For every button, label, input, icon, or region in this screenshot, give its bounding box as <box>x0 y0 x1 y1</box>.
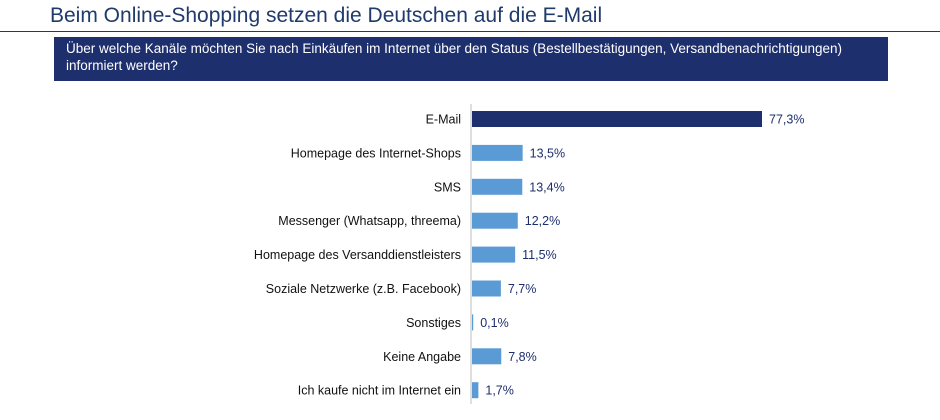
survey-question-box: Über welche Kanäle möchten Sie nach Eink… <box>54 37 888 81</box>
data-label: 0,1% <box>480 316 509 330</box>
data-label: 7,7% <box>508 282 537 296</box>
bar <box>472 144 523 161</box>
category-label: Sonstiges <box>406 316 461 330</box>
category-label: Homepage des Versanddienstleisters <box>254 248 461 262</box>
bar <box>472 382 479 399</box>
bar <box>472 178 523 195</box>
category-label: Soziale Netzwerke (z.B. Facebook) <box>266 282 461 296</box>
bar <box>472 246 516 263</box>
data-label: 13,5% <box>530 146 565 160</box>
category-label: Keine Angabe <box>383 350 461 364</box>
category-label: Messenger (Whatsapp, threema) <box>278 214 461 228</box>
data-label: 77,3% <box>769 113 804 127</box>
bar <box>472 212 518 229</box>
data-label: 7,8% <box>508 350 536 364</box>
category-label: E-Mail <box>426 113 461 127</box>
bar <box>472 280 501 297</box>
data-label: 11,5% <box>522 248 557 262</box>
data-label: 12,2% <box>525 214 560 228</box>
data-label: 1,7% <box>485 384 514 398</box>
chart-title: Beim Online-Shopping setzen die Deutsche… <box>50 4 603 27</box>
category-label: Homepage des Internet-Shops <box>291 146 461 160</box>
category-label: Ich kaufe nicht im Internet ein <box>298 384 461 398</box>
category-label: SMS <box>434 180 461 194</box>
bar <box>472 111 762 127</box>
title-underline <box>0 31 940 32</box>
data-label: 13,4% <box>529 180 564 194</box>
bar <box>472 314 474 331</box>
bar <box>472 348 502 365</box>
